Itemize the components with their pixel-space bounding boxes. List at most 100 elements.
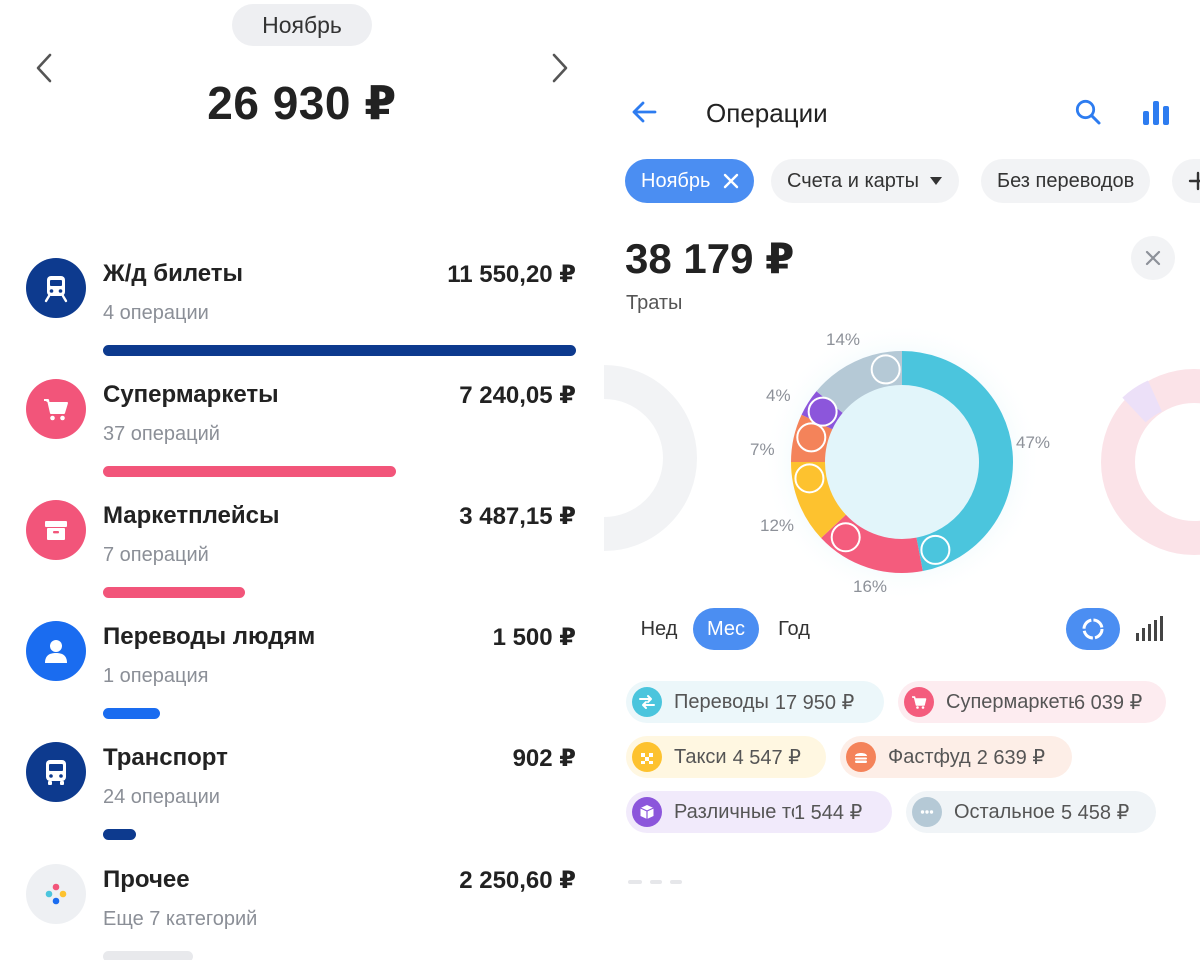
taxi-checker-icon (632, 742, 662, 772)
train-icon (26, 258, 86, 318)
category-progress-bar (103, 466, 396, 477)
legend-tag-other[interactable]: Остальное 5 458 ₽ (906, 791, 1156, 833)
caret-down-icon (929, 177, 942, 185)
spent-total: 38 179 ₽ (625, 235, 795, 282)
category-amount: 2 250,60 ₽ (459, 867, 576, 894)
legend-tag-label: Супермаркеты (946, 690, 1074, 713)
close-icon[interactable] (722, 172, 740, 190)
percent-label: 47% (1016, 433, 1051, 452)
period-week[interactable]: Нед (640, 617, 678, 640)
dots-icon (912, 797, 942, 827)
legend-tag-label: Остальное (954, 800, 1055, 823)
next-period-donut[interactable] (1101, 369, 1200, 555)
bars-view-icon[interactable] (1134, 613, 1164, 643)
bar-chart-icon (1143, 101, 1169, 125)
category-operations-count: Еще 7 категорий (103, 908, 258, 930)
category-operations-count: 1 операция (103, 665, 209, 687)
period-month[interactable]: Мес (693, 608, 759, 650)
burger-icon (846, 742, 876, 772)
category-progress-bar (103, 829, 136, 840)
chevron-left-icon (36, 53, 52, 83)
package-icon (632, 797, 662, 827)
previous-period-donut[interactable] (604, 365, 697, 551)
prev-month-button[interactable] (26, 48, 62, 88)
right-screen: Операции Ноябрь Счета и карты Без перево… (604, 0, 1200, 960)
legend-tag-transfers[interactable]: Переводы 17 950 ₽ (626, 681, 884, 723)
percent-label: 4% (766, 386, 791, 405)
category-amount: 902 ₽ (512, 745, 576, 772)
legend-tag-value: 1 544 ₽ (794, 801, 863, 824)
spending-donut-chart[interactable] (604, 322, 1200, 602)
plus-icon (1188, 171, 1200, 191)
close-icon (1145, 250, 1161, 266)
donut-view-toggle[interactable] (1066, 608, 1120, 650)
filter-chip-label: Ноябрь (641, 169, 711, 192)
percent-label: 12% (760, 516, 795, 535)
category-operations-count: 24 операции (103, 786, 220, 808)
legend-tag-value: 17 950 ₽ (774, 691, 855, 714)
category-row-transfers[interactable]: Переводы людям 1 500 ₽ 1 операция (0, 621, 600, 742)
category-progress-bar (103, 951, 193, 960)
scroll-hint (650, 880, 662, 884)
scroll-hint (628, 880, 642, 884)
donut-segment-badge-4 (807, 396, 838, 427)
filter-chip-label: Без переводов (997, 169, 1135, 192)
category-row-transport[interactable]: Транспорт 902 ₽ 24 операции (0, 742, 600, 863)
next-month-button[interactable] (542, 48, 578, 88)
person-icon (26, 621, 86, 681)
page-title: Операции (706, 98, 828, 128)
month-total: 26 930 ₽ (207, 77, 397, 129)
category-progress-bar (103, 587, 245, 598)
category-row-supermarkets[interactable]: Супермаркеты 7 240,05 ₽ 37 операций (0, 379, 600, 500)
category-name: Переводы людям (103, 623, 316, 650)
donut-segment-badge-1 (830, 522, 861, 553)
legend-tag-various-goods[interactable]: Различные товары 1 544 ₽ (626, 791, 892, 833)
bus-icon (26, 742, 86, 802)
legend-tag-label: Различные товары (674, 800, 794, 823)
filter-chip-accounts[interactable]: Счета и карты (771, 159, 959, 203)
legend-tag-value: 4 547 ₽ (732, 746, 801, 769)
legend-tag-value: 5 458 ₽ (1061, 801, 1130, 824)
category-row-other[interactable]: Прочее 2 250,60 ₽ Еще 7 категорий (0, 864, 600, 960)
category-row-marketplaces[interactable]: Маркетплейсы 3 487,15 ₽ 7 операций (0, 500, 600, 621)
donut-segment-0[interactable] (901, 351, 1013, 572)
category-amount: 1 500 ₽ (492, 624, 576, 651)
back-button[interactable] (626, 94, 662, 130)
category-amount: 7 240,05 ₽ (459, 382, 576, 409)
legend-tag-fastfood[interactable]: Фастфуд 2 639 ₽ (840, 736, 1072, 778)
dots-multicolor-icon (26, 864, 86, 924)
filter-chip-label: Счета и карты (787, 169, 919, 192)
period-year[interactable]: Год (778, 617, 810, 640)
legend-tag-label: Такси (674, 745, 727, 768)
legend-tag-label: Фастфуд (888, 745, 971, 768)
search-button[interactable] (1070, 94, 1106, 130)
statistics-button[interactable] (1138, 94, 1174, 130)
transfer-arrows-icon (632, 687, 662, 717)
donut-segment-badge-5 (870, 354, 901, 385)
legend-tag-label: Переводы (674, 690, 769, 713)
cart-icon (26, 379, 86, 439)
spent-label: Траты (626, 292, 683, 314)
cart-icon (904, 687, 934, 717)
filter-chip-add[interactable] (1172, 159, 1200, 203)
left-screen: Ноябрь 26 930 ₽ Ж/д билеты 11 550,20 ₽ 4… (0, 4, 600, 960)
donut-segment-badge-2 (794, 463, 825, 494)
donut-segment-badge-0 (920, 534, 951, 565)
legend-tag-value: 2 639 ₽ (976, 746, 1046, 769)
close-summary-button[interactable] (1131, 236, 1175, 280)
legend-tag-supermarkets[interactable]: Супермаркеты 6 039 ₽ (898, 681, 1166, 723)
category-amount: 3 487,15 ₽ (459, 503, 576, 530)
donut-icon (1082, 618, 1104, 640)
category-name: Ж/д билеты (103, 260, 244, 287)
legend-tag-taxi[interactable]: Такси 4 547 ₽ (626, 736, 826, 778)
percent-label: 14% (826, 330, 861, 349)
category-amount: 11 550,20 ₽ (447, 261, 576, 288)
category-progress-bar (103, 708, 160, 719)
category-operations-count: 4 операции (103, 302, 209, 324)
filter-chip-month[interactable]: Ноябрь (625, 159, 755, 203)
category-name: Супермаркеты (103, 381, 279, 408)
arrow-left-icon (632, 101, 657, 123)
category-row-rail-tickets[interactable]: Ж/д билеты 11 550,20 ₽ 4 операции (0, 258, 600, 379)
filter-chip-transfers[interactable]: Без переводов (981, 159, 1151, 203)
month-selector[interactable]: Ноябрь (232, 4, 372, 46)
